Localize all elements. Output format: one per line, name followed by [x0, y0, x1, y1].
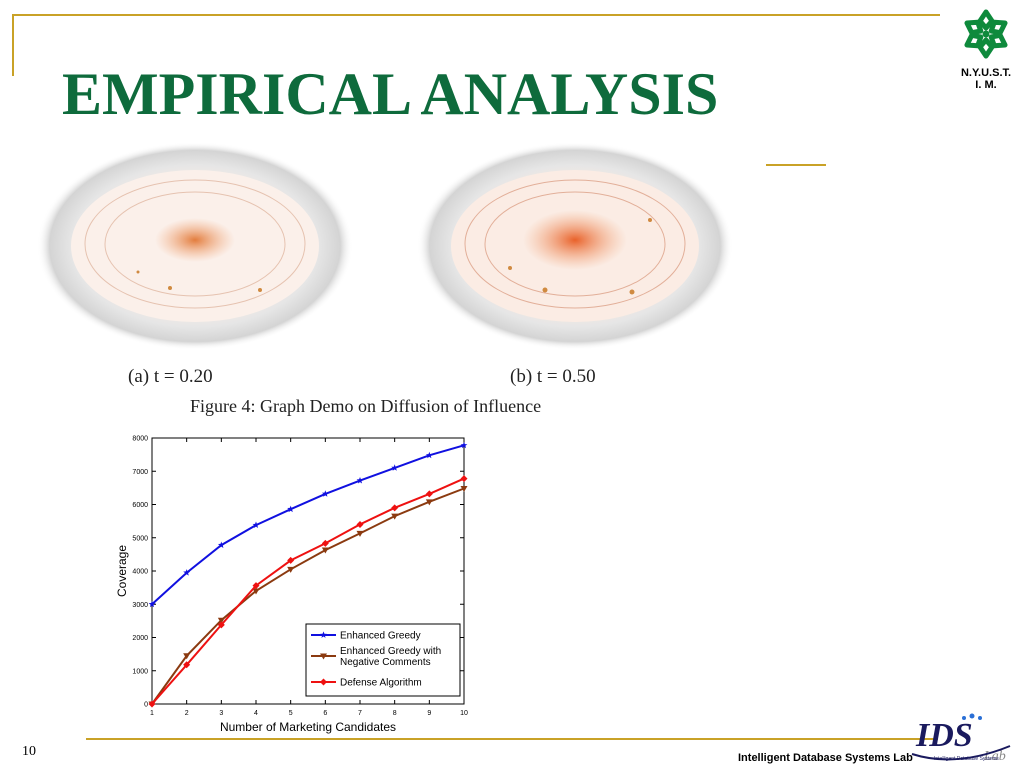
- ids-logo-tagline: Intelligent Database Systems: [934, 756, 999, 762]
- series-2-point: [183, 653, 191, 660]
- series-1-point: [252, 521, 260, 528]
- series-1-point: [287, 505, 295, 513]
- figure-caption: Figure 4: Graph Demo on Diffusion of Inf…: [190, 396, 542, 416]
- x-tick-label: 8: [393, 710, 397, 717]
- series-3-point: [391, 504, 399, 512]
- slide-title: EMPIRICAL ANALYSIS: [62, 61, 719, 127]
- slide-number: 10: [22, 744, 36, 759]
- x-tick-label: 7: [358, 710, 362, 717]
- y-tick-label: 6000: [132, 502, 148, 509]
- x-tick-label: 6: [323, 710, 327, 717]
- series-3-point: [252, 582, 260, 590]
- x-tick-label: 3: [219, 710, 223, 717]
- series-3-point: [356, 520, 364, 528]
- swoosh-icon: [911, 745, 1011, 761]
- x-tick-label: 10: [460, 710, 468, 717]
- subcaption-a: (a) t = 0.20: [128, 366, 213, 387]
- series-3-point: [217, 621, 225, 629]
- series-1-point: [148, 600, 156, 608]
- ids-logo-text: IDS: [915, 717, 973, 754]
- series-2-point: [425, 499, 433, 506]
- y-tick-label: 2000: [132, 635, 148, 642]
- series-1-point: [183, 569, 191, 576]
- legend-marker-1: [320, 631, 327, 638]
- series-3-point: [460, 475, 468, 483]
- legend-label-3: Defense Algorithm: [340, 678, 422, 689]
- series-1-point: [460, 441, 468, 449]
- accent-dash: [766, 164, 826, 166]
- series-2-point: [460, 486, 468, 493]
- network-image-b: [417, 142, 733, 350]
- footer-lab-name: Intelligent Database Systems Lab: [738, 752, 913, 764]
- series-line-3: [151, 477, 465, 705]
- x-tick-label: 1: [150, 710, 154, 717]
- y-tick-label: 8000: [132, 436, 148, 443]
- series-line-1: [151, 444, 465, 606]
- network-image-a: [37, 142, 353, 350]
- legend-marker-3: [320, 678, 327, 686]
- x-tick-label: 4: [254, 710, 258, 717]
- x-tick-label: 9: [427, 710, 431, 717]
- legend-label-2: Negative Comments: [340, 657, 431, 668]
- series-2-point: [287, 566, 295, 573]
- y-tick-label: 0: [144, 702, 148, 709]
- y-tick-label: 1000: [132, 668, 148, 675]
- x-axis-label: Number of Marketing Candidates: [220, 720, 396, 734]
- series-2-point: [217, 617, 225, 624]
- nyust-logo: N.Y.U.S.T. I. M.: [950, 6, 1022, 91]
- series-1-point: [425, 451, 433, 459]
- series-line-2: [151, 487, 465, 705]
- snowflake-logo-icon: [964, 9, 1008, 59]
- y-axis-label: Coverage: [115, 545, 129, 597]
- series-3-point: [321, 539, 329, 547]
- series-1-point: [391, 464, 399, 471]
- y-tick-label: 7000: [132, 469, 148, 476]
- legend-marker-2: [320, 653, 327, 660]
- series-2-point: [252, 588, 260, 595]
- x-tick-label: 2: [185, 710, 189, 717]
- coverage-line-chart: 0 1000 2000 3000 4000 5000 6000 7000 8000 1 2 3 4 5 6 7…: [115, 436, 468, 735]
- legend-label-1: Enhanced Greedy: [340, 631, 421, 642]
- ids-lab-logo: IDS Lab Intelligent Database Systems: [911, 713, 1011, 764]
- series-2-point: [321, 547, 329, 554]
- y-tick-label: 5000: [132, 535, 148, 542]
- legend-label-2: Enhanced Greedy with: [340, 646, 441, 657]
- series-1-point: [356, 477, 364, 484]
- series-1-point: [217, 541, 225, 548]
- series-3-point: [287, 556, 295, 564]
- y-tick-label: 3000: [132, 602, 148, 609]
- series-3-point: [148, 700, 156, 708]
- top-rule: [12, 14, 940, 16]
- bottom-rule: [86, 738, 938, 740]
- series-1-point: [321, 490, 329, 497]
- stars-icon: [962, 713, 982, 720]
- x-tick-label: 5: [289, 710, 293, 717]
- left-rule: [12, 14, 14, 76]
- y-tick-label: 4000: [132, 569, 148, 576]
- series-3-point: [425, 490, 433, 498]
- logo-text-line1: N.Y.U.S.T.: [960, 67, 1012, 79]
- subcaption-b: (b) t = 0.50: [510, 366, 596, 387]
- series-2-point: [391, 513, 399, 520]
- logo-text-line2: I. M.: [975, 79, 997, 91]
- series-3-point: [183, 661, 191, 669]
- series-2-point: [356, 530, 364, 537]
